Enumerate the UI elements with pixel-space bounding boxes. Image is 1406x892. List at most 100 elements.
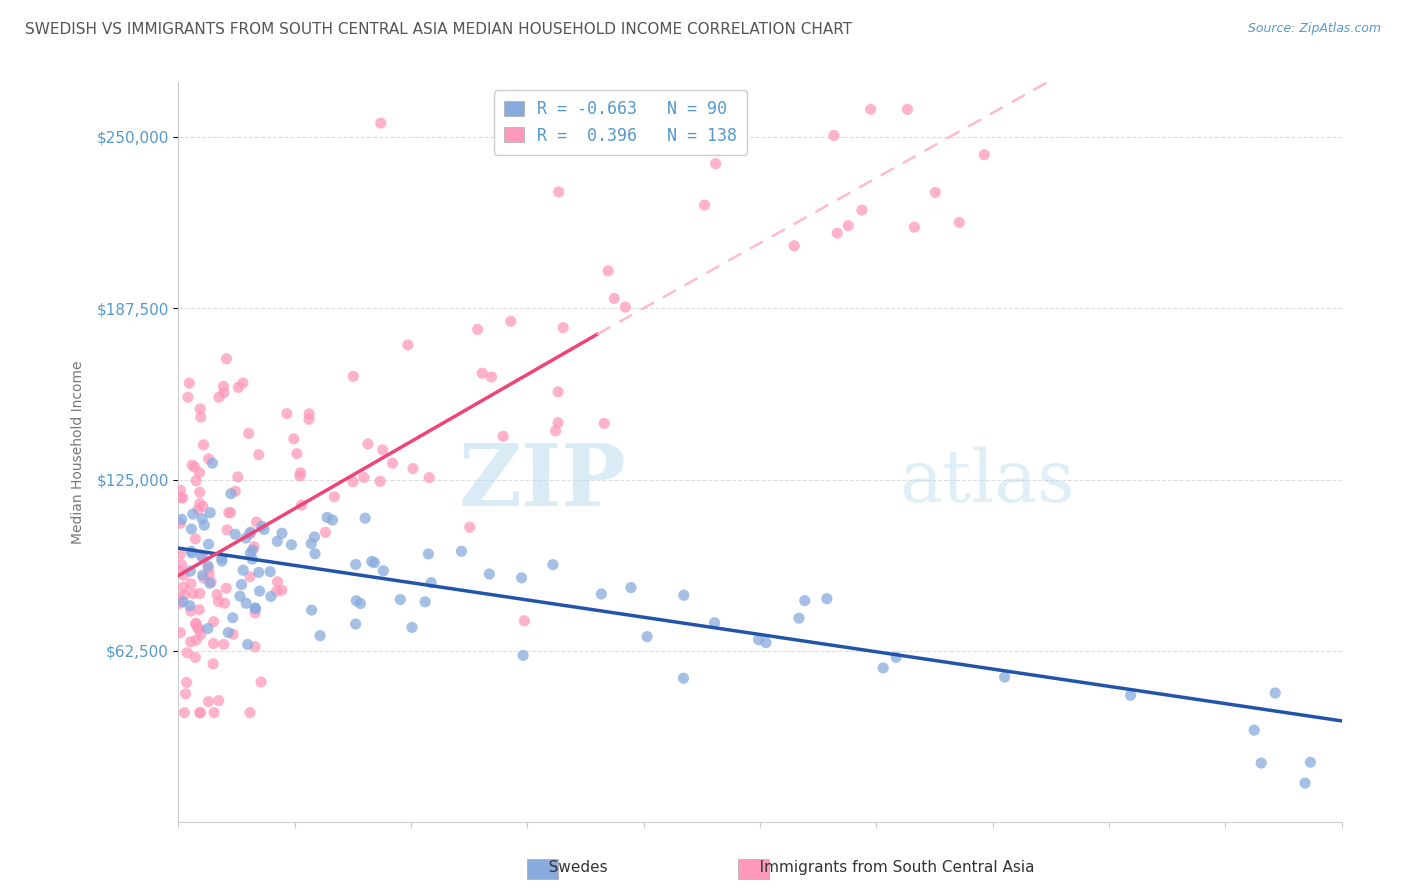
Point xyxy=(492,429,515,443)
Point xyxy=(228,380,250,394)
Point xyxy=(884,650,907,665)
Point xyxy=(239,570,262,584)
Point xyxy=(191,500,214,514)
Point xyxy=(413,595,436,609)
Point xyxy=(190,410,212,425)
Point xyxy=(973,147,995,161)
Point xyxy=(371,442,394,457)
Point xyxy=(270,526,292,541)
Point xyxy=(184,650,207,665)
Point xyxy=(298,407,321,421)
Point xyxy=(188,586,211,600)
Point xyxy=(510,571,533,585)
Text: Swedes: Swedes xyxy=(534,861,607,875)
Point xyxy=(217,523,239,537)
Point xyxy=(353,470,375,484)
Y-axis label: Median Household Income: Median Household Income xyxy=(72,360,86,544)
Point xyxy=(672,671,695,685)
Point xyxy=(212,379,235,393)
Point xyxy=(598,264,620,278)
Point xyxy=(478,567,501,582)
Point xyxy=(342,369,364,384)
Point xyxy=(181,507,204,521)
Point xyxy=(301,603,323,617)
Point xyxy=(309,629,332,643)
Point xyxy=(169,591,191,605)
Point xyxy=(541,558,564,572)
Point xyxy=(859,103,882,117)
Point xyxy=(191,511,214,525)
Point xyxy=(547,416,569,430)
Point xyxy=(202,706,225,720)
Point xyxy=(215,581,238,595)
Point xyxy=(224,484,246,499)
Point xyxy=(636,630,658,644)
Point xyxy=(201,456,224,470)
Point xyxy=(190,627,212,641)
Point xyxy=(672,588,695,602)
Point xyxy=(222,611,245,625)
Legend: R = -0.663   N = 90, R =  0.396   N = 138: R = -0.663 N = 90, R = 0.396 N = 138 xyxy=(494,90,747,154)
Point xyxy=(349,597,371,611)
Point xyxy=(181,458,204,472)
Point xyxy=(208,693,231,707)
Point xyxy=(1299,756,1322,770)
Point xyxy=(239,546,262,560)
Point xyxy=(1119,689,1142,703)
Point xyxy=(948,215,970,229)
Point xyxy=(787,611,810,625)
Point xyxy=(755,635,778,649)
Point xyxy=(259,565,281,579)
Point xyxy=(360,554,382,568)
Point xyxy=(170,512,193,526)
Point xyxy=(748,632,770,647)
Point xyxy=(174,687,197,701)
Point xyxy=(837,219,859,233)
Point xyxy=(169,491,191,505)
Point xyxy=(304,530,326,544)
Point xyxy=(239,525,262,540)
Point xyxy=(232,376,254,390)
Point xyxy=(266,584,288,599)
Text: Source: ZipAtlas.com: Source: ZipAtlas.com xyxy=(1247,22,1381,36)
Point xyxy=(236,637,259,651)
Point xyxy=(179,376,201,391)
Point xyxy=(603,292,626,306)
Point xyxy=(314,525,336,540)
Text: SWEDISH VS IMMIGRANTS FROM SOUTH CENTRAL ASIA MEDIAN HOUSEHOLD INCOME CORRELATIO: SWEDISH VS IMMIGRANTS FROM SOUTH CENTRAL… xyxy=(25,22,852,37)
Point xyxy=(368,475,391,489)
Point xyxy=(235,531,257,545)
Point xyxy=(240,552,263,566)
Point xyxy=(197,537,219,551)
Point xyxy=(207,594,229,608)
Point xyxy=(180,546,202,560)
Point xyxy=(188,401,211,416)
Point xyxy=(177,390,200,404)
Point xyxy=(703,615,725,630)
Point xyxy=(418,470,440,484)
Point xyxy=(499,314,522,328)
Point xyxy=(184,474,207,488)
Point xyxy=(219,486,242,500)
Point xyxy=(245,601,267,615)
Point xyxy=(793,593,815,607)
Point xyxy=(323,490,346,504)
Point xyxy=(212,385,235,400)
Point xyxy=(208,390,231,404)
Point xyxy=(211,554,233,568)
Point xyxy=(173,706,195,720)
Point xyxy=(1250,756,1272,770)
Point xyxy=(249,584,271,599)
Point xyxy=(243,601,266,615)
Point xyxy=(200,506,222,520)
Point xyxy=(903,220,925,235)
Point xyxy=(172,491,194,505)
Text: ZIP: ZIP xyxy=(458,440,626,524)
Point xyxy=(224,527,246,541)
Point xyxy=(316,510,339,524)
Point xyxy=(184,617,207,632)
Point xyxy=(184,532,207,546)
Point xyxy=(280,538,302,552)
Point xyxy=(299,536,322,550)
Point xyxy=(179,599,201,613)
